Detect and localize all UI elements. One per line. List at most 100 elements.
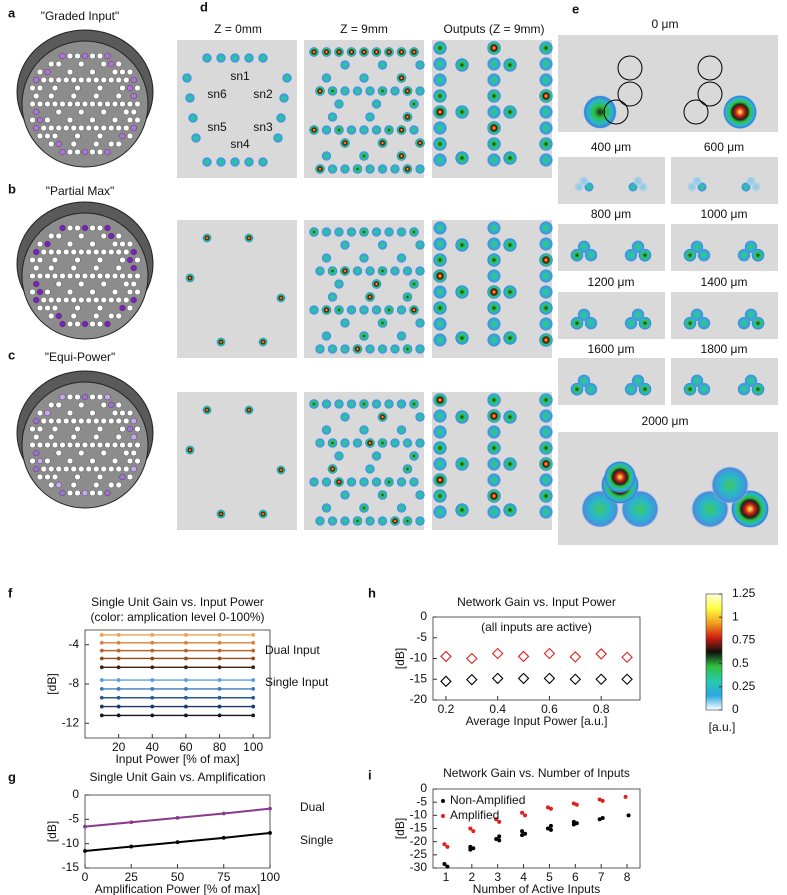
y-tick-label: -15: [410, 821, 428, 835]
point: [491, 647, 504, 660]
fiber-core: [111, 272, 119, 280]
beam-spot: [346, 227, 357, 237]
panel-label: e: [572, 1, 579, 16]
fiber-core: [108, 232, 115, 240]
fiber-core: [48, 140, 55, 148]
beam-spot: [631, 374, 645, 388]
beam-spot: [487, 253, 501, 267]
fiber-core: [51, 272, 59, 280]
x-tick-label: 3: [494, 870, 501, 884]
x-tick-label: 0.4: [489, 702, 506, 716]
beam-spot: [396, 425, 407, 435]
fiber-core: [81, 148, 89, 156]
fiber-core: [85, 417, 92, 425]
beam-spot: [539, 153, 553, 167]
beam-spot: [377, 266, 388, 276]
beam-spot: [377, 138, 388, 148]
point: [217, 678, 222, 682]
fiber-core: [93, 481, 100, 489]
beam-spot: [309, 305, 319, 315]
fiber-core: [66, 409, 74, 417]
beam-spot: [371, 451, 382, 461]
beam-spot: [539, 137, 553, 151]
point: [440, 675, 452, 688]
fiber-core: [111, 288, 119, 296]
beam-spot: [244, 157, 254, 167]
fiber-core: [48, 433, 55, 441]
legend-label: Amplified: [450, 808, 499, 822]
fiber-core: [130, 417, 137, 425]
x-axis-label: Number of Active Inputs: [473, 882, 600, 895]
fiber-core: [100, 401, 107, 409]
x-tick-label: 6: [572, 870, 579, 884]
fiber-core: [70, 417, 77, 425]
x-tick-label: 100: [260, 870, 280, 884]
y-tick-label: -10: [410, 651, 428, 665]
fiber-core: [119, 68, 126, 76]
beam-spot: [415, 138, 425, 148]
beam-spot: [384, 399, 394, 409]
beam-spot: [402, 344, 413, 354]
point: [468, 826, 473, 831]
propagation-label: 1000 μm: [701, 207, 748, 221]
beam-spot: [690, 308, 704, 322]
point: [491, 672, 504, 685]
beam-spot: [321, 125, 332, 135]
fiber-core: [63, 248, 70, 256]
beam-spot: [690, 374, 704, 388]
fiber-core: [66, 272, 74, 280]
beam-spot: [371, 279, 382, 289]
point: [548, 827, 553, 832]
fiber-core: [134, 100, 141, 108]
fiber-core: [29, 100, 36, 108]
colorbar-label: [a.u.]: [709, 720, 736, 734]
subnetwork-label: sn2: [253, 87, 273, 101]
fiber-core: [85, 296, 92, 304]
fiber-core: [40, 417, 47, 425]
fiber-core: [115, 312, 122, 320]
point: [116, 665, 121, 670]
x-tick-label: 80: [213, 740, 227, 754]
propagation-label: 1400 μm: [701, 275, 748, 289]
fiber-core: [74, 100, 81, 108]
fiber-core: [40, 124, 47, 132]
fiber-core: [36, 240, 44, 248]
beam-spot: [402, 164, 413, 174]
core-outline: [683, 99, 709, 125]
beam-spot: [377, 164, 388, 174]
chart-subtitle: (all inputs are active): [481, 620, 592, 634]
beam-spot: [503, 238, 517, 252]
fiber-core: [63, 296, 70, 304]
fiber-core: [44, 409, 51, 417]
beam-spot: [396, 399, 407, 409]
fiber-core: [126, 409, 134, 417]
point: [129, 844, 134, 849]
fiber-core: [123, 280, 130, 288]
beam-spot: [487, 269, 501, 283]
beam-spot: [487, 441, 501, 455]
fiber-core: [81, 393, 89, 401]
point: [468, 847, 473, 852]
fiber-core: [66, 52, 74, 60]
fiber-core: [104, 320, 111, 328]
beam-spot: [455, 151, 469, 165]
beam-spot: [455, 58, 469, 72]
beam-spot: [433, 105, 447, 119]
fiber-core: [66, 116, 74, 124]
fiber-core: [108, 296, 115, 304]
beam-spot: [321, 227, 332, 237]
fiber-core: [66, 457, 74, 465]
image-panels: a b c d e f g h i "Graded Input" "Partial Max" "Equ…: [8, 0, 778, 784]
fiber-core: [63, 76, 70, 84]
point: [217, 704, 222, 709]
beam-spot: [415, 490, 425, 500]
fiber-core: [130, 108, 137, 116]
fiber-core: [66, 489, 74, 497]
fiber-core: [36, 457, 44, 465]
x-axis-label: Average Input Power [a.u.]: [466, 714, 608, 728]
fiber-core: [85, 248, 92, 256]
beam-spot: [539, 505, 553, 519]
y-axis-label: [dB]: [45, 673, 59, 694]
y-tick-label: 0: [420, 609, 427, 623]
propagation-label: 0 μm: [652, 17, 679, 31]
